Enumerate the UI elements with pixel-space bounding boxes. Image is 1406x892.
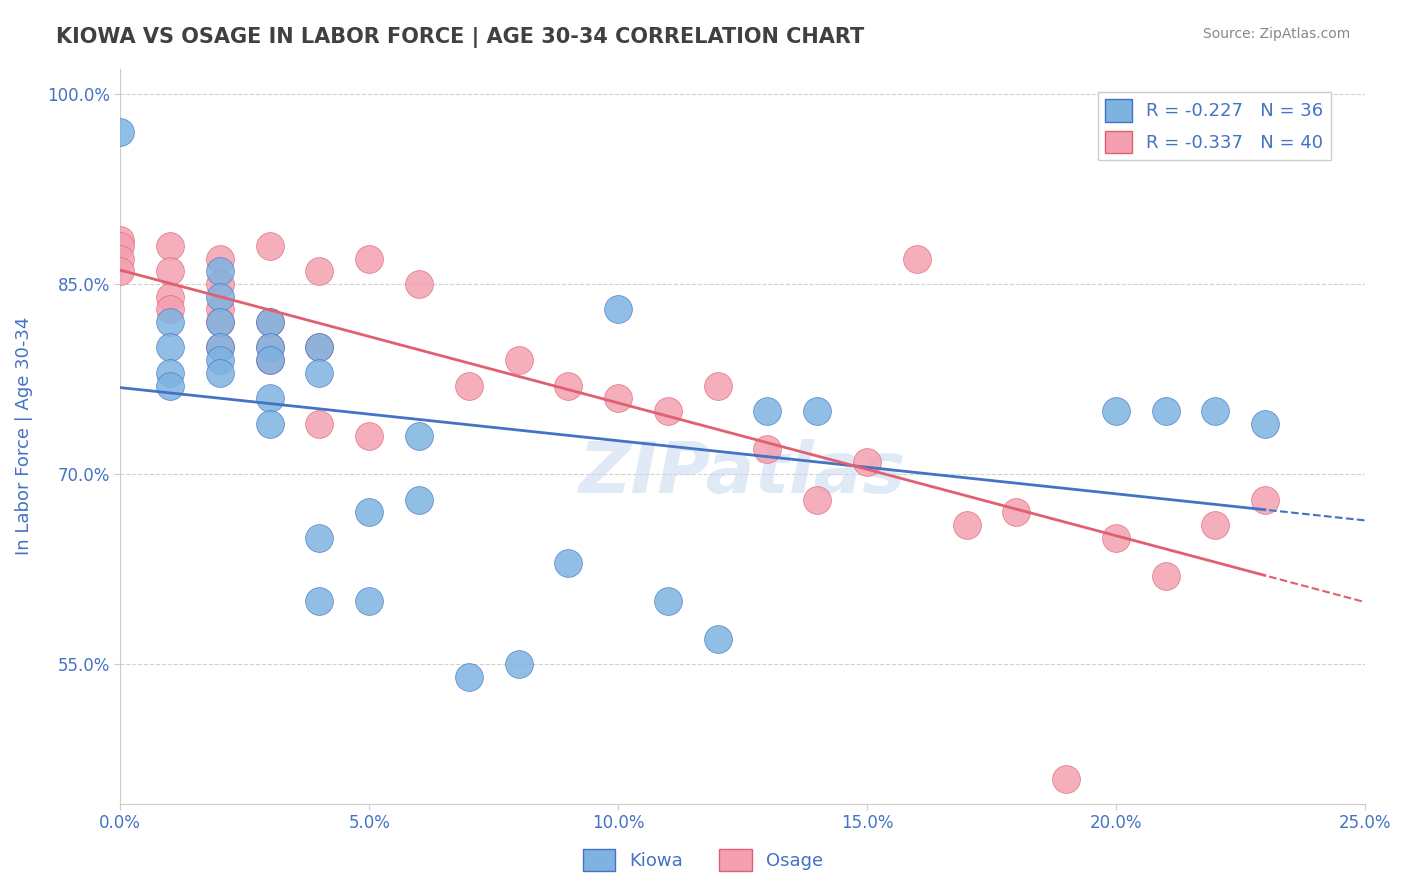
Point — [706, 378, 728, 392]
Point — [756, 404, 779, 418]
Point — [259, 341, 281, 355]
Point — [1254, 417, 1277, 431]
Point — [607, 302, 630, 317]
Point — [359, 429, 381, 443]
Point — [208, 341, 231, 355]
Text: KIOWA VS OSAGE IN LABOR FORCE | AGE 30-34 CORRELATION CHART: KIOWA VS OSAGE IN LABOR FORCE | AGE 30-3… — [56, 27, 865, 48]
Point — [1005, 505, 1028, 519]
Y-axis label: In Labor Force | Age 30-34: In Labor Force | Age 30-34 — [15, 317, 32, 556]
Point — [1154, 404, 1177, 418]
Point — [208, 341, 231, 355]
Legend: Kiowa, Osage: Kiowa, Osage — [575, 842, 831, 879]
Point — [308, 417, 330, 431]
Point — [259, 239, 281, 253]
Point — [1204, 404, 1226, 418]
Point — [806, 492, 828, 507]
Point — [408, 277, 430, 291]
Point — [457, 670, 479, 684]
Text: Source: ZipAtlas.com: Source: ZipAtlas.com — [1202, 27, 1350, 41]
Point — [208, 366, 231, 380]
Point — [159, 315, 181, 329]
Point — [1154, 568, 1177, 582]
Point — [308, 366, 330, 380]
Point — [756, 442, 779, 456]
Point — [208, 315, 231, 329]
Point — [308, 594, 330, 608]
Point — [657, 404, 679, 418]
Legend: R = -0.227   N = 36, R = -0.337   N = 40: R = -0.227 N = 36, R = -0.337 N = 40 — [1098, 92, 1331, 160]
Point — [110, 264, 132, 278]
Point — [1105, 404, 1128, 418]
Point — [607, 391, 630, 405]
Point — [208, 264, 231, 278]
Point — [159, 264, 181, 278]
Point — [856, 455, 879, 469]
Point — [557, 556, 579, 570]
Point — [359, 505, 381, 519]
Point — [308, 341, 330, 355]
Point — [508, 657, 530, 672]
Point — [159, 378, 181, 392]
Point — [1105, 531, 1128, 545]
Point — [110, 125, 132, 139]
Point — [1204, 518, 1226, 533]
Point — [110, 233, 132, 247]
Point — [259, 417, 281, 431]
Point — [806, 404, 828, 418]
Point — [208, 277, 231, 291]
Point — [208, 290, 231, 304]
Point — [457, 378, 479, 392]
Point — [159, 290, 181, 304]
Point — [259, 315, 281, 329]
Point — [259, 391, 281, 405]
Point — [208, 353, 231, 368]
Point — [308, 341, 330, 355]
Point — [259, 353, 281, 368]
Point — [259, 341, 281, 355]
Point — [657, 594, 679, 608]
Point — [208, 252, 231, 266]
Point — [1054, 772, 1077, 786]
Point — [706, 632, 728, 647]
Point — [159, 239, 181, 253]
Point — [955, 518, 977, 533]
Point — [408, 492, 430, 507]
Point — [359, 252, 381, 266]
Point — [110, 252, 132, 266]
Point — [159, 341, 181, 355]
Point — [159, 366, 181, 380]
Point — [308, 264, 330, 278]
Point — [159, 302, 181, 317]
Point — [308, 531, 330, 545]
Point — [259, 353, 281, 368]
Point — [110, 239, 132, 253]
Text: ZIPatlas: ZIPatlas — [579, 439, 907, 508]
Point — [1254, 492, 1277, 507]
Point — [259, 315, 281, 329]
Point — [408, 429, 430, 443]
Point — [208, 302, 231, 317]
Point — [208, 315, 231, 329]
Point — [557, 378, 579, 392]
Point — [905, 252, 928, 266]
Point — [508, 353, 530, 368]
Point — [359, 594, 381, 608]
